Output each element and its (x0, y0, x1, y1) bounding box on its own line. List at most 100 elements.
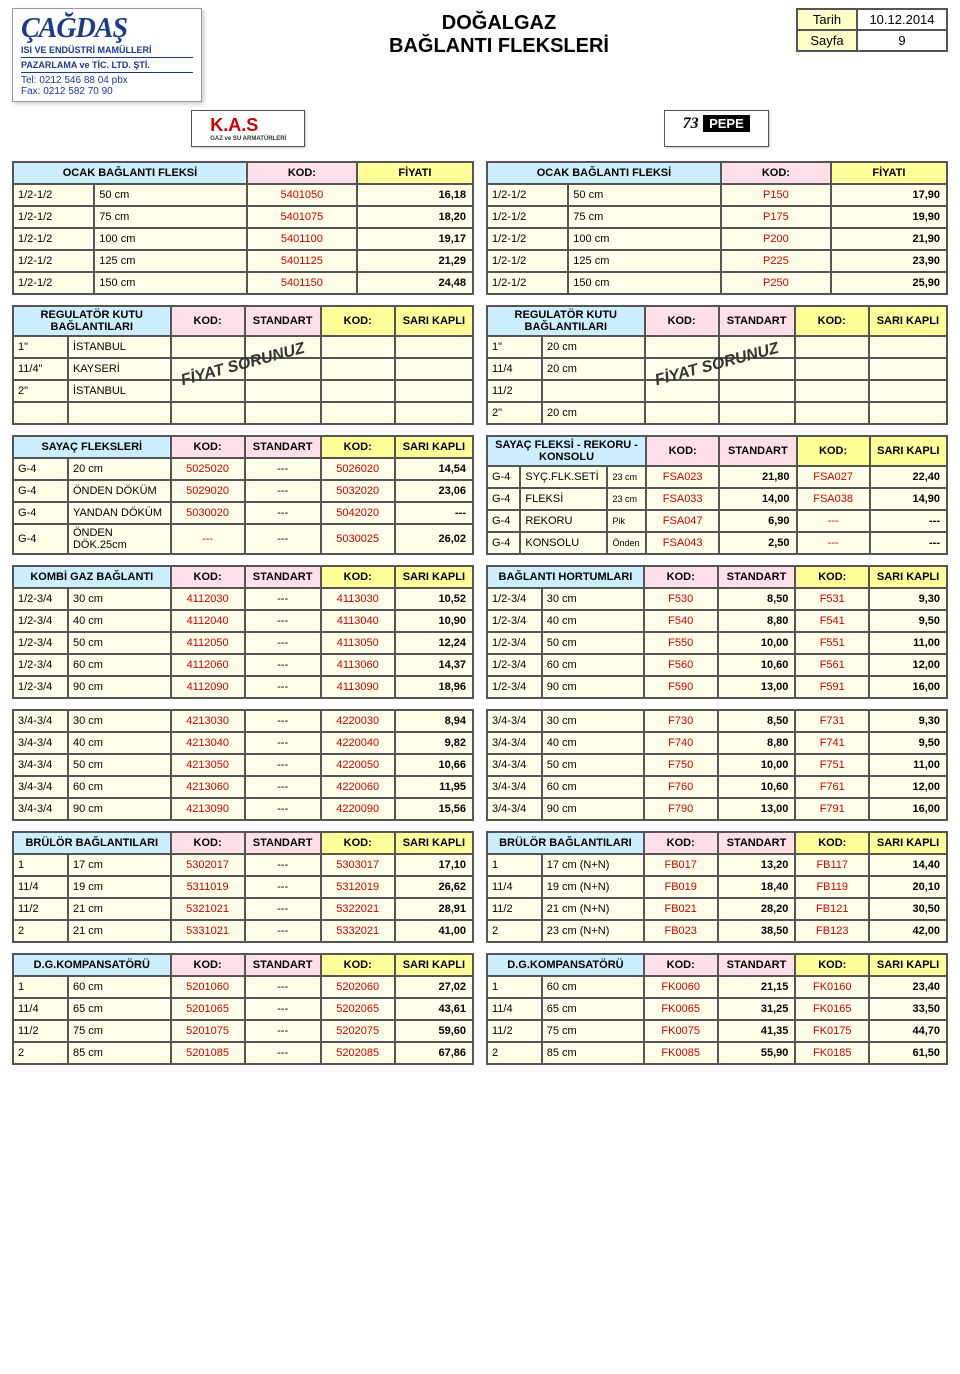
table-row: 11/275 cmFK007541,35FK017544,70 (488, 1021, 946, 1041)
cell-dim: 21 cm (69, 899, 170, 919)
cell-price: 11,00 (870, 755, 946, 775)
cell-kod2: F541 (796, 611, 868, 631)
cell-kod2: FK0165 (796, 999, 868, 1019)
cell-kod: FK0065 (645, 999, 717, 1019)
cell-std (246, 359, 320, 379)
table-row: 11/275 cm5201075---520207559,60 (14, 1021, 472, 1041)
cell-kod: FB017 (645, 855, 717, 875)
cell-std: --- (246, 733, 320, 753)
cell-kod: FSA043 (647, 533, 718, 553)
cell-kod2: 5030025 (322, 525, 394, 553)
cell-size: 1/2-1/2 (14, 207, 93, 227)
cell-dim: 85 cm (69, 1043, 170, 1063)
table-row: 1/2-3/490 cmF59013,00F59116,00 (488, 677, 946, 697)
cell-price: 12,00 (870, 655, 946, 675)
cell-kod2: 5202085 (322, 1043, 394, 1063)
cell-std: --- (246, 899, 320, 919)
cell-price: 9,30 (870, 711, 946, 731)
cell-price (870, 403, 946, 423)
table-row: G-4KONSOLUÖndenFSA0432,50------ (488, 533, 946, 553)
cell-kod2: 5312019 (322, 877, 394, 897)
cell-size: 11/2 (14, 899, 67, 919)
cell-price (870, 359, 946, 379)
cell-kod2: FB119 (796, 877, 868, 897)
cell-price: --- (871, 511, 946, 531)
table-3434-left: 3/4-3/430 cm4213030---42200308,943/4-3/4… (12, 709, 474, 821)
table-row: 285 cm5201085---520208567,86 (14, 1043, 472, 1063)
cell-std (246, 381, 320, 401)
cell-kod: F760 (645, 777, 717, 797)
cell-kod2 (796, 359, 868, 379)
table-row: 1/2-1/250 cmP15017,90 (488, 185, 946, 205)
cell-std: --- (246, 799, 320, 819)
meta-box: Tarih 10.12.2014 Sayfa 9 (796, 8, 948, 52)
table-3434-right: 3/4-3/430 cmF7308,50F7319,303/4-3/440 cm… (486, 709, 948, 821)
table-row: 1/2-3/450 cmF55010,00F55111,00 (488, 633, 946, 653)
cell-price: 16,00 (870, 799, 946, 819)
cell-size: G-4 (14, 481, 67, 501)
table-row: 1/2-1/275 cmP17519,90 (488, 207, 946, 227)
cell-std: 13,00 (719, 677, 795, 697)
cell-std: 38,50 (719, 921, 795, 941)
table-row: 1/2-3/460 cmF56010,60F56112,00 (488, 655, 946, 675)
cell-size: 11/2 (488, 1021, 541, 1041)
cell-dim: 60 cm (69, 777, 170, 797)
cell-price: 14,54 (396, 459, 472, 479)
cell-price (396, 337, 472, 357)
cell-dim: 30 cm (543, 589, 643, 609)
cell-price: 16,00 (870, 677, 946, 697)
cell-dim: 90 cm (69, 799, 170, 819)
cell-kod: F740 (645, 733, 717, 753)
cell-std: 8,80 (719, 611, 795, 631)
cell-dim: 60 cm (543, 655, 643, 675)
cell-price (870, 381, 946, 401)
cell-dim: 50 cm (95, 185, 246, 205)
cell-kod2: FB121 (796, 899, 868, 919)
cell-price: 16,18 (358, 185, 472, 205)
table-row: 11/2 (488, 381, 946, 401)
cell-kod: 5201060 (172, 977, 244, 997)
cell-size: 3/4-3/4 (14, 733, 67, 753)
cell-size: 2" (488, 403, 541, 423)
cell-kod2: F561 (796, 655, 868, 675)
cell-kod2: FB117 (796, 855, 868, 875)
cell-price: 20,10 (870, 877, 946, 897)
cell-price: 10,90 (396, 611, 472, 631)
cell-price: 28,91 (396, 899, 472, 919)
cell-dim: 85 cm (543, 1043, 643, 1063)
cell-price (870, 337, 946, 357)
cell-std: --- (246, 481, 320, 501)
cell-kod: 5030020 (172, 503, 244, 523)
cell-kod: 5321021 (172, 899, 244, 919)
cell-std: --- (246, 1043, 320, 1063)
brand-kas: K.A.S GAZ ve SU ARMATÜRLERİ (191, 110, 305, 147)
cell-dim: 75 cm (543, 1021, 643, 1041)
cell-dim: 21 cm (N+N) (543, 899, 643, 919)
cell-dim: 20 cm (69, 459, 170, 479)
cell-kod: FK0085 (645, 1043, 717, 1063)
cell-dim: ÖNDEN DÖKÜM (69, 481, 170, 501)
cell-std: 10,00 (719, 633, 795, 653)
cell-kod: 5025020 (172, 459, 244, 479)
cell-price: 19,17 (358, 229, 472, 249)
cell-note: Pik (608, 511, 645, 531)
cell-kod (172, 337, 244, 357)
cell-dim: 65 cm (69, 999, 170, 1019)
cell-size: 1" (488, 337, 541, 357)
cell-size: 1/2-3/4 (14, 589, 67, 609)
cell-price: 67,86 (396, 1043, 472, 1063)
table-row: 1/2-1/275 cm540107518,20 (14, 207, 472, 227)
cell-kod2: 5322021 (322, 899, 394, 919)
cell-std: 10,60 (719, 655, 795, 675)
cell-size: 1/2-3/4 (14, 677, 67, 697)
cell-std: --- (246, 1021, 320, 1041)
table-row: G-4SYÇ.FLK.SETİ23 cmFSA02321,80FSA02722,… (488, 467, 946, 487)
cell-price: 9,50 (870, 733, 946, 753)
table-komp-right: D.G.KOMPANSATÖRÜ KOD: STANDART KOD: SARI… (486, 953, 948, 1065)
table-row: G-4REKORUPikFSA0476,90------ (488, 511, 946, 531)
cell-size: 1/2-3/4 (488, 655, 541, 675)
table-row: 1/2-3/450 cm4112050---411305012,24 (14, 633, 472, 653)
cell-kod2: 5202075 (322, 1021, 394, 1041)
table-row: G-420 cm5025020---502602014,54 (14, 459, 472, 479)
cell-dim: 75 cm (95, 207, 246, 227)
